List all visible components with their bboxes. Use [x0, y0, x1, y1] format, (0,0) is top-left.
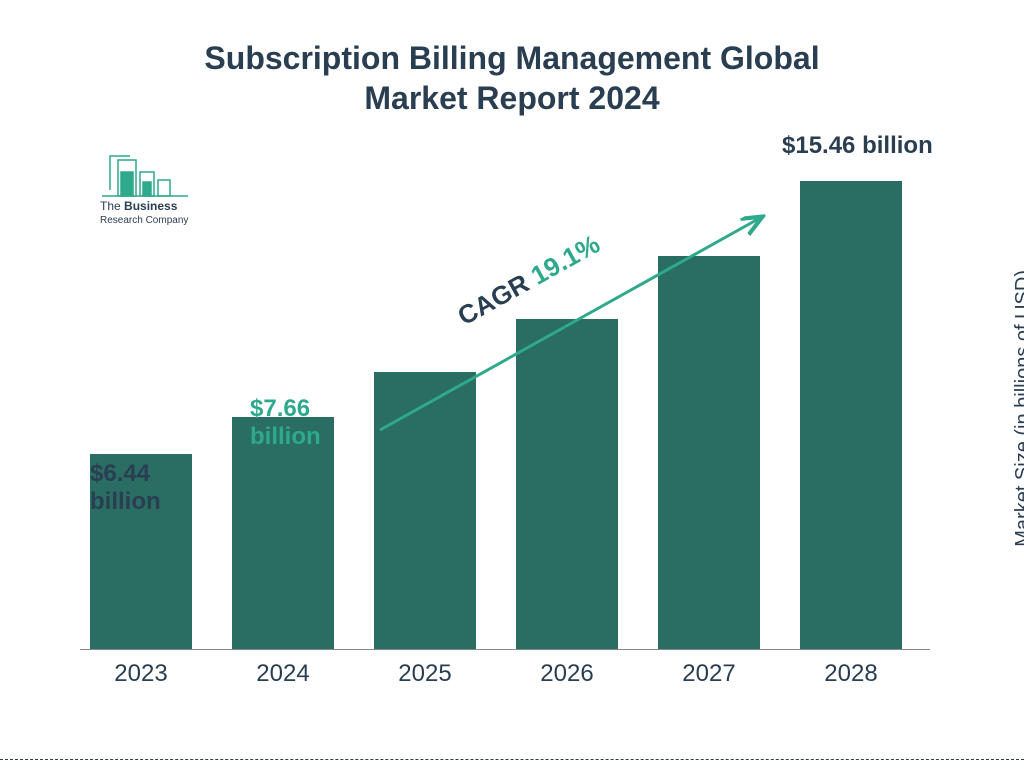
value-label: $7.66billion: [250, 395, 321, 450]
title-line1: Subscription Billing Management Global: [204, 40, 819, 76]
bar: [800, 181, 902, 649]
title-line2: Market Report 2024: [364, 80, 659, 116]
x-tick-label: 2028: [800, 660, 902, 688]
bottom-divider: [0, 759, 1024, 760]
bar: [658, 256, 760, 649]
y-axis-label: Market Size (in billions of USD): [1012, 270, 1024, 547]
x-tick-label: 2027: [658, 660, 760, 688]
x-tick-label: 2024: [232, 660, 334, 688]
x-tick-label: 2026: [516, 660, 618, 688]
x-tick-label: 2023: [90, 660, 192, 688]
chart-title: Subscription Billing Management Global M…: [0, 38, 1024, 118]
bar: [516, 319, 618, 649]
plot-area: [80, 150, 930, 650]
bar-chart: 2023 2024 2025 2026 2027 2028: [80, 150, 930, 690]
bar: [232, 417, 334, 649]
value-label: $15.46 billion: [782, 132, 933, 160]
bar: [374, 372, 476, 649]
x-tick-label: 2025: [374, 660, 476, 688]
value-label: $6.44billion: [90, 460, 161, 515]
